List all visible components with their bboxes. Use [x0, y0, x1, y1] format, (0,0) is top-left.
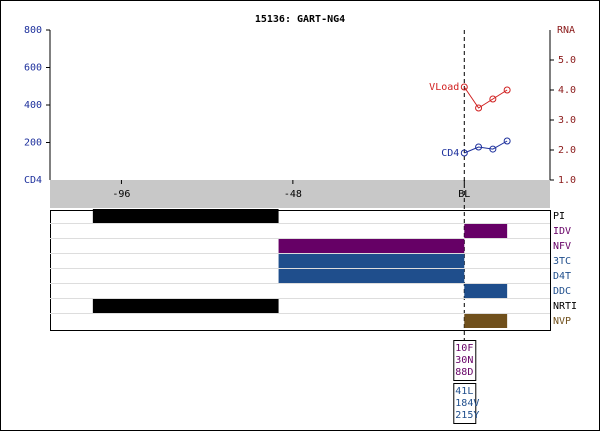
- mutation-label: 215Y: [455, 410, 479, 421]
- drug-bar: [92, 299, 279, 313]
- drug-bar: [278, 269, 465, 283]
- series-point: [475, 143, 483, 151]
- mutation-box: [453, 340, 477, 381]
- drug-label: NFV: [553, 241, 571, 252]
- series-label: VLoad: [429, 82, 459, 93]
- drug-bar: [464, 314, 508, 328]
- mutation-label: 88D: [455, 367, 473, 378]
- drug-bar: [278, 239, 465, 253]
- y2-axis-label: RNA: [557, 25, 575, 36]
- mutation-box: [453, 383, 477, 424]
- drug-bar: [92, 209, 279, 223]
- drug-label: 3TC: [553, 256, 571, 267]
- series-label: CD4: [441, 148, 459, 159]
- drug-bar: [278, 254, 465, 268]
- y2-tick-label: 1.0: [558, 175, 576, 186]
- x-tick-label: -48: [284, 189, 302, 200]
- y-tick-label: 800: [24, 25, 42, 36]
- series-point: [503, 86, 511, 94]
- series-line: [463, 86, 508, 109]
- series-line: [464, 140, 508, 154]
- x-axis-band: [50, 180, 550, 208]
- mutation-label: 30N: [455, 355, 473, 366]
- drug-label: D4T: [553, 271, 571, 282]
- x-tick-label: -96: [112, 189, 130, 200]
- mutation-label: 10F: [455, 343, 473, 354]
- y-tick-label: 200: [24, 138, 42, 149]
- drug-bar: [464, 284, 508, 298]
- chart-title: 15136: GART-NG4: [255, 14, 345, 25]
- drug-label: NVP: [553, 316, 571, 327]
- series-point: [489, 145, 497, 153]
- y-tick-label: 600: [24, 63, 42, 74]
- series-point: [460, 149, 468, 157]
- series-point: [489, 95, 497, 103]
- y-tick-label: 400: [24, 100, 42, 111]
- mutation-label: 184V: [455, 398, 479, 409]
- drug-label: NRTI: [553, 301, 577, 312]
- series-point: [503, 137, 511, 145]
- y2-tick-label: 4.0: [558, 85, 576, 96]
- drug-bar: [464, 224, 508, 238]
- series-point: [475, 104, 483, 112]
- drug-label: IDV: [553, 226, 571, 237]
- y2-tick-label: 3.0: [558, 115, 576, 126]
- y-axis-label: CD4: [24, 175, 42, 186]
- mutation-label: 41L: [455, 386, 473, 397]
- y2-tick-label: 5.0: [558, 55, 576, 66]
- series-point: [460, 83, 468, 91]
- drug-label: DDC: [553, 286, 571, 297]
- y2-tick-label: 2.0: [558, 145, 576, 156]
- drug-label: PI: [553, 211, 565, 222]
